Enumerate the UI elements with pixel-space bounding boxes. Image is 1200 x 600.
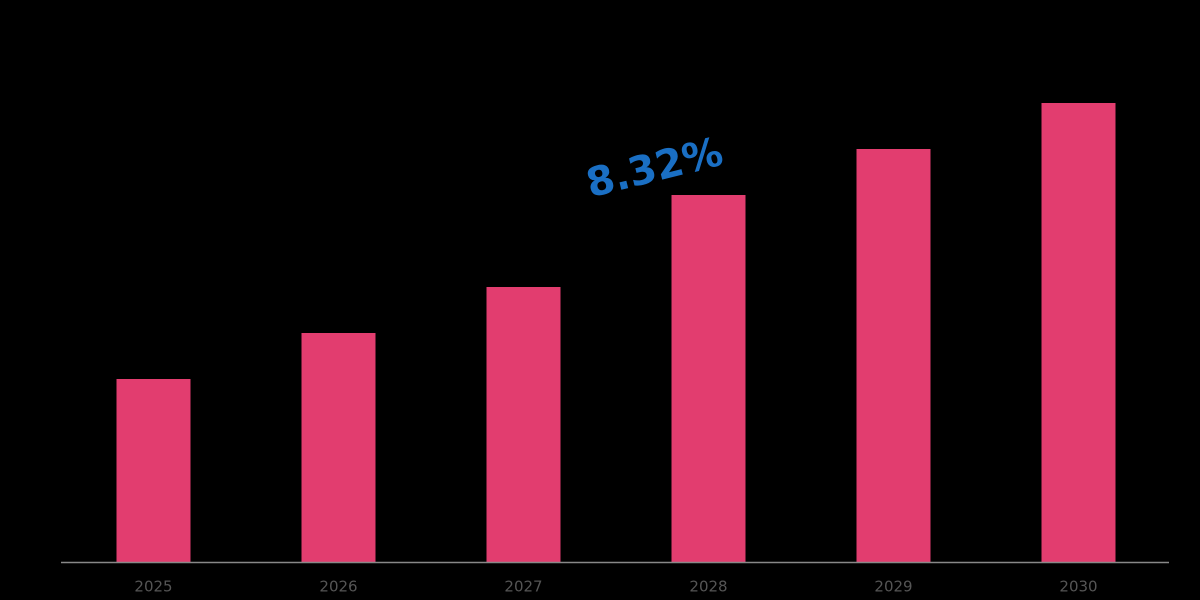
bar (1041, 103, 1116, 562)
x-tick-label: 2030 (1059, 578, 1097, 596)
bar (301, 333, 376, 562)
x-tick-label: 2025 (134, 578, 172, 596)
bar (671, 195, 746, 562)
x-tick-label: 2027 (504, 578, 542, 596)
bar (486, 287, 561, 562)
x-tick-label: 2029 (874, 578, 912, 596)
x-tick-label: 2028 (689, 578, 727, 596)
bar (116, 379, 191, 562)
bar (856, 149, 931, 562)
x-tick-label: 2026 (319, 578, 357, 596)
